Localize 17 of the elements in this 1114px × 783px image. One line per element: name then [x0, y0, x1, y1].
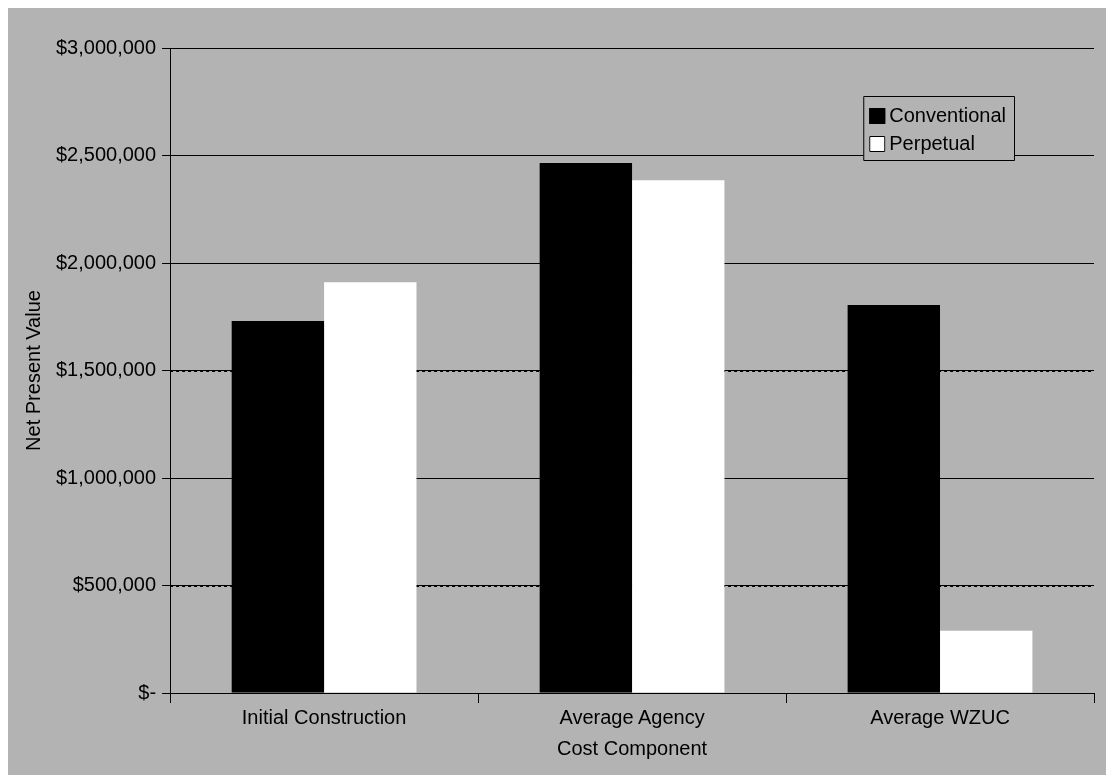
- x-tick-label: Average WZUC: [870, 705, 1010, 728]
- bar: [324, 282, 417, 693]
- y-tick-label: $1,000,000: [55, 465, 157, 488]
- y-tick-label: $500,000: [72, 573, 157, 596]
- y-tick-label: $1,500,000: [55, 358, 157, 381]
- x-tick-label: Average Agency: [559, 705, 705, 728]
- y-tick-label: $-: [138, 680, 157, 703]
- bar: [940, 630, 1033, 693]
- x-tick-label: Initial Construction: [241, 705, 407, 728]
- y-axis-title: Net Present Value: [21, 290, 44, 451]
- y-tick-label: $2,500,000: [55, 143, 157, 166]
- y-tick-label: $2,000,000: [55, 250, 157, 273]
- y-tick-label: $3,000,000: [55, 35, 157, 58]
- legend-label: Perpetual: [889, 131, 975, 154]
- bar: [632, 180, 725, 693]
- x-axis-title: Cost Component: [557, 736, 708, 759]
- legend-label: Conventional: [889, 103, 1006, 126]
